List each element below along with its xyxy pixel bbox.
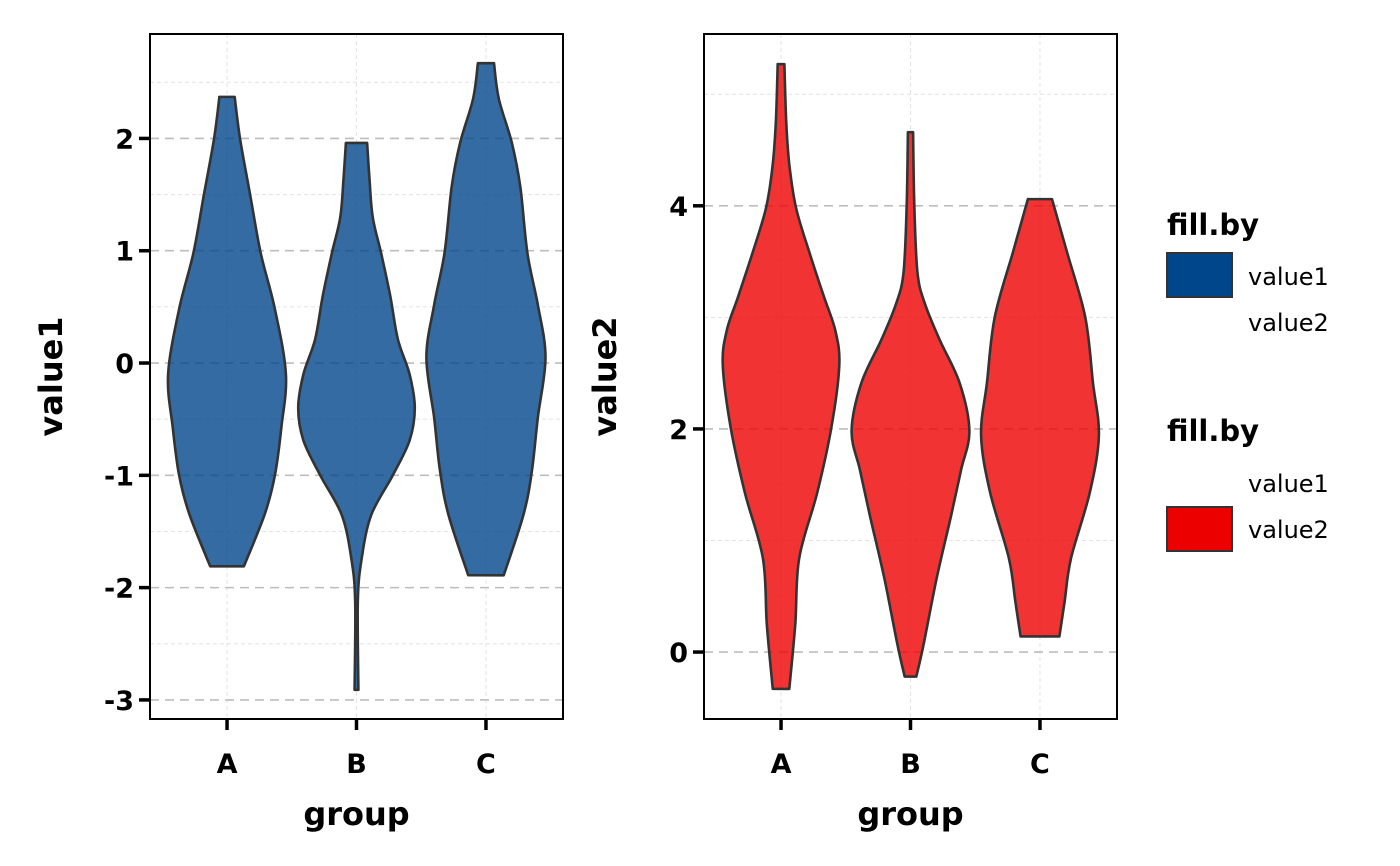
y-tick-label: 2 bbox=[669, 415, 688, 446]
violin-B bbox=[850, 130, 971, 678]
y-tick-label: 1 bbox=[115, 237, 134, 268]
x-axis-title: group bbox=[857, 795, 963, 833]
legend-label-value1: value1 bbox=[1248, 263, 1329, 291]
y-tick-label: -3 bbox=[104, 686, 134, 717]
y-tick-label: -1 bbox=[104, 461, 134, 492]
x-tick-label-A: A bbox=[217, 749, 238, 780]
y-tick-label: 0 bbox=[115, 349, 134, 380]
legend-label-value1: value1 bbox=[1248, 470, 1329, 498]
x-tick-label-B: B bbox=[900, 749, 921, 780]
legend-title: fill.by bbox=[1167, 208, 1259, 242]
legend-value2: fill.by value1 value2 bbox=[1166, 414, 1329, 552]
x-tick-label-C: C bbox=[1030, 749, 1050, 780]
y-tick-label: 0 bbox=[669, 638, 688, 669]
x-tick-label-B: B bbox=[346, 749, 367, 780]
y-axis-title: value2 bbox=[586, 316, 624, 436]
legend-title: fill.by bbox=[1167, 414, 1259, 448]
y-tick-label: 2 bbox=[115, 124, 134, 155]
x-tick-label-A: A bbox=[771, 749, 792, 780]
legend-key-value2 bbox=[1166, 506, 1233, 552]
violin-B bbox=[296, 141, 417, 692]
legend-key-value1 bbox=[1166, 252, 1233, 298]
legend-value1: fill.by value1 value2 bbox=[1166, 208, 1329, 337]
legend-label-value2: value2 bbox=[1248, 516, 1329, 544]
y-axis-title: value1 bbox=[32, 316, 70, 436]
violin-C bbox=[979, 197, 1101, 638]
legend-label-value2: value2 bbox=[1248, 309, 1329, 337]
violin-A bbox=[721, 62, 841, 691]
y-tick-label: -2 bbox=[104, 574, 134, 605]
violin-C bbox=[425, 61, 547, 577]
y-tick-label: 4 bbox=[669, 192, 688, 223]
violin-A bbox=[166, 95, 288, 568]
x-axis-title: group bbox=[303, 795, 409, 833]
x-tick-label-C: C bbox=[476, 749, 496, 780]
